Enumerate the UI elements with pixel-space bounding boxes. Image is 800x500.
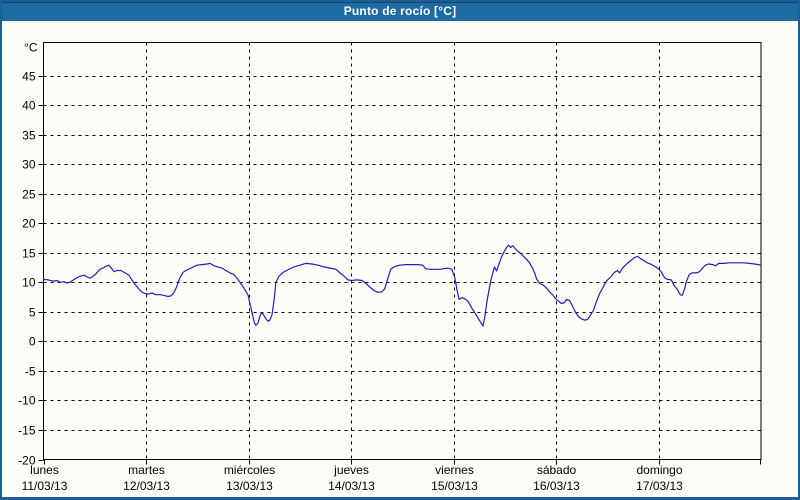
y-tick-label: -20 (18, 454, 36, 468)
y-tick-label: 35 (22, 129, 36, 143)
y-axis-unit-label: °C (24, 41, 38, 55)
dew-point-chart: 45 40 35 30 25 20 15 10 5 0 -5 -10 -15 -20 °C lunes 11/0… (18, 41, 762, 493)
day-date-label: 15/03/13 (431, 479, 478, 493)
day-date-label: 17/03/13 (636, 479, 683, 493)
day-name-label: sábado (537, 463, 577, 477)
y-tick-label: 45 (22, 70, 36, 84)
y-tick-label: -15 (18, 424, 36, 438)
y-tick-label: 0 (29, 335, 36, 349)
day-name-label: domingo (636, 463, 682, 477)
y-tick-label: -5 (25, 365, 36, 379)
y-tick-label: -10 (18, 394, 36, 408)
plot-area (43, 42, 762, 460)
day-date-label: 11/03/13 (22, 479, 68, 493)
day-date-label: 13/03/13 (226, 479, 273, 493)
day-date-label: 12/03/13 (123, 479, 170, 493)
series-line-punto-de-rocío (42, 244, 762, 327)
y-tick-label: 40 (22, 99, 36, 113)
day-date-label: 14/03/13 (328, 479, 375, 493)
chart-title-bar: Punto de rocío [°C] (2, 2, 798, 21)
day-name-label: martes (128, 463, 165, 477)
y-tick-label: 15 (22, 247, 36, 261)
day-name-label: miércoles (224, 463, 275, 477)
y-tick-label: 30 (22, 158, 36, 172)
chart-title: Punto de rocío [°C] (343, 4, 457, 18)
chart-panel: 45 40 35 30 25 20 15 10 5 0 -5 -10 -15 -20 °C lunes 11/0… (2, 21, 798, 497)
day-date-label: 16/03/13 (533, 479, 580, 493)
day-name-label: lunes (30, 463, 59, 477)
day-name-label: viernes (435, 463, 474, 477)
y-tick-label: 5 (29, 306, 36, 320)
y-tick-label: 25 (22, 188, 36, 202)
day-name-label: jueves (333, 463, 369, 477)
y-tick-label: 20 (22, 217, 36, 231)
y-tick-label: 10 (22, 276, 36, 290)
